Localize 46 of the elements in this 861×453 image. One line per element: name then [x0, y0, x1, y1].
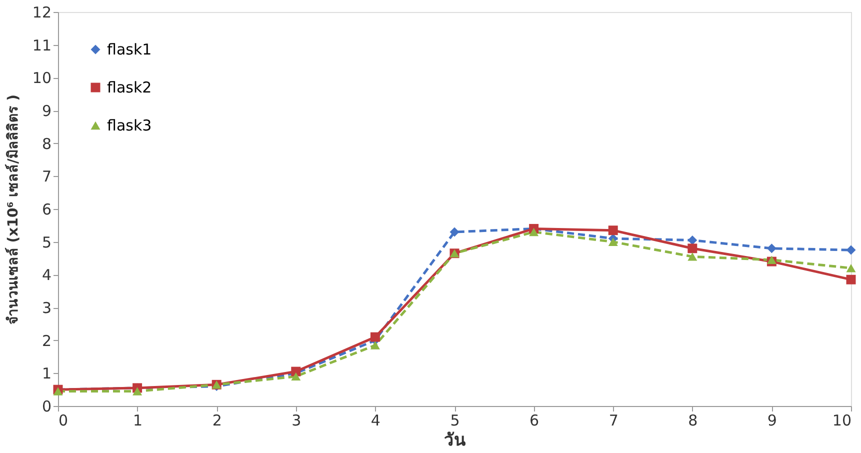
- x-tick-label: 0: [58, 412, 68, 430]
- point: [688, 235, 698, 245]
- x-axis-title: วัน: [444, 430, 466, 450]
- point: [688, 252, 698, 261]
- x-tick-label: 9: [767, 412, 777, 430]
- point: [291, 372, 301, 381]
- y-tick-label: 3: [42, 299, 52, 317]
- x-tick-label: 1: [133, 412, 143, 430]
- point: [846, 245, 856, 255]
- y-axis-title: จำนวนเซลล์ (x10⁶ เซลล์/มิลลิลิตร ): [4, 94, 22, 325]
- point: [450, 227, 460, 237]
- x-tick-label: 5: [450, 412, 460, 430]
- y-tick-label: 6: [42, 200, 52, 218]
- x-tick-label: 7: [608, 412, 618, 430]
- legend-label: flask1: [107, 40, 152, 58]
- y-tick-label: 2: [42, 332, 52, 350]
- legend-label: flask3: [107, 116, 152, 134]
- point: [688, 244, 698, 254]
- y-tick-label: 8: [42, 134, 52, 153]
- point: [608, 226, 618, 236]
- y-tick-label: 7: [42, 168, 52, 186]
- point: [608, 238, 618, 246]
- y-tick-label: 1: [42, 364, 52, 383]
- point: [529, 228, 539, 236]
- y-tick-label: 9: [42, 102, 52, 120]
- y-tick-label: 10: [32, 69, 52, 88]
- point: [766, 244, 776, 254]
- point: [370, 341, 380, 350]
- point: [370, 332, 380, 342]
- y-tick-label: 5: [42, 233, 52, 252]
- x-tick-label: 2: [212, 412, 222, 430]
- point: [846, 274, 856, 284]
- x-tick-label: 10: [832, 412, 852, 430]
- x-tick-label: 3: [292, 412, 302, 430]
- point: [766, 256, 776, 264]
- y-tick-label: 0: [42, 398, 52, 416]
- x-tick-label: 4: [370, 412, 380, 430]
- x-tick-label: 8: [688, 412, 698, 430]
- x-tick-label: 6: [530, 412, 540, 430]
- point: [846, 264, 856, 272]
- y-tick-label: 12: [32, 4, 52, 22]
- point: [53, 387, 63, 396]
- y-tick-label: 11: [32, 36, 52, 54]
- point: [132, 387, 142, 396]
- y-tick-label: 4: [42, 266, 52, 284]
- legend-label: flask2: [107, 78, 152, 96]
